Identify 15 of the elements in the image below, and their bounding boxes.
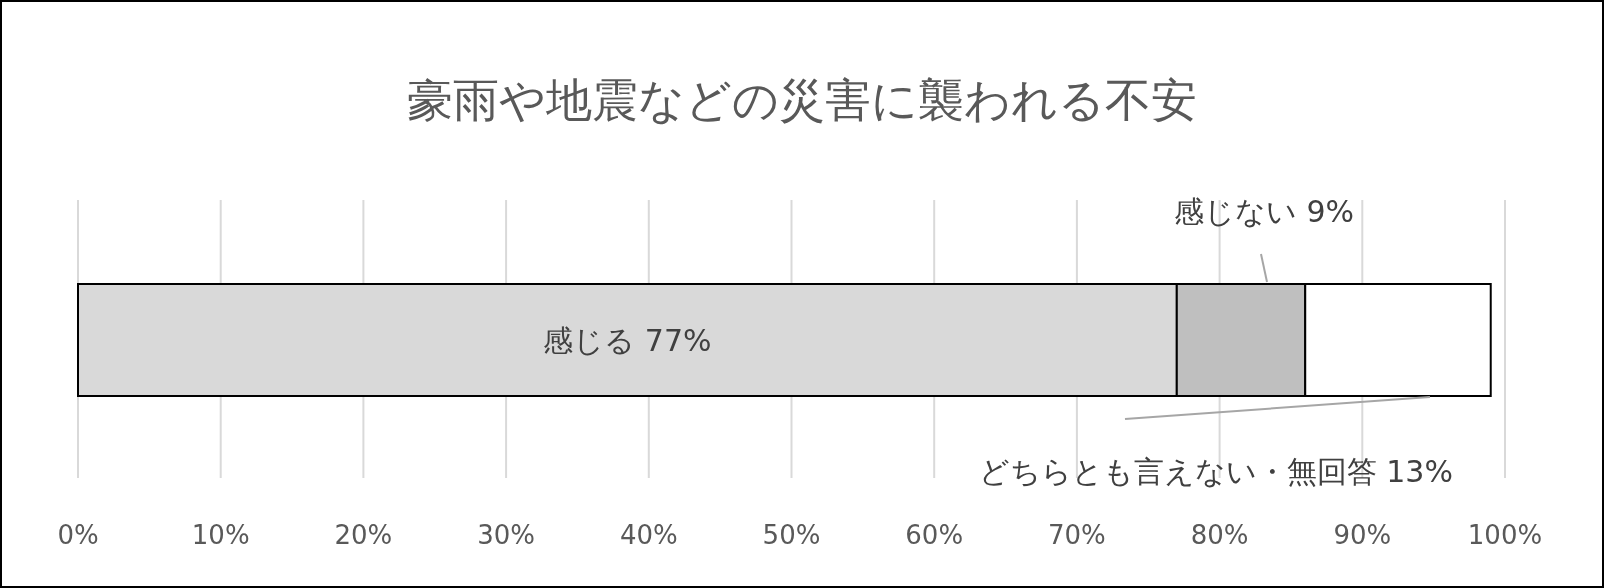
text: どちらとも言えない・無回答 13%: [978, 454, 1453, 489]
x-tick-label: 20%: [334, 520, 393, 550]
x-tick-label: 60%: [905, 520, 964, 550]
x-tick-label: 90%: [1333, 520, 1392, 550]
x-tick-label: 40%: [619, 520, 678, 550]
x-tick-label: 70%: [1048, 520, 1106, 550]
x-tick-label: 50%: [762, 520, 821, 550]
chart-title: 豪雨や地震などの災害に襲われる不安: [407, 73, 1197, 127]
x-tick-label: 30%: [477, 520, 535, 550]
text: 感じない 9%: [1173, 194, 1355, 229]
x-tick-label: 0%: [57, 520, 99, 550]
x-tick-label: 10%: [191, 520, 250, 550]
text: 感じる 77%: [543, 323, 712, 358]
x-tick-label: 80%: [1190, 520, 1249, 550]
x-tick-label: 100%: [1467, 520, 1543, 550]
